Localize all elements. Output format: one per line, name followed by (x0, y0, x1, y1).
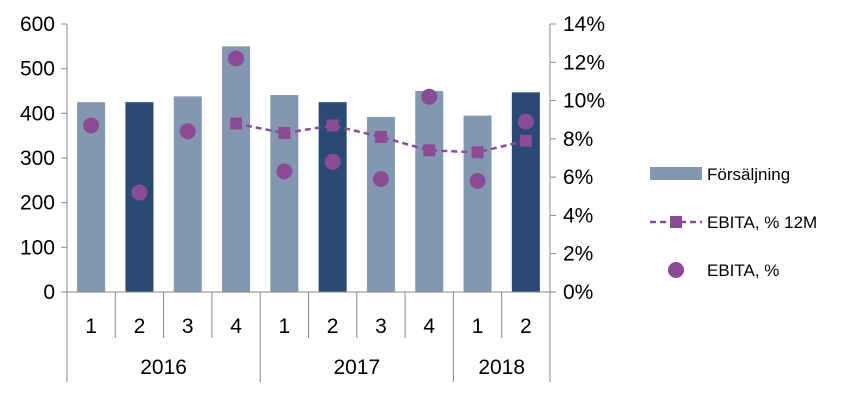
bar-7 (366, 116, 395, 292)
category-label: 1 (472, 315, 484, 338)
ebita-dot-6 (324, 153, 341, 170)
right-tick-label: 6% (563, 166, 593, 189)
legend-label-ebita-12m: EBITA, % 12M (707, 213, 817, 232)
ebita-dot-9 (469, 172, 486, 189)
ebita-12m-marker (471, 146, 484, 159)
year-label: 2017 (333, 356, 380, 379)
axes-layer: 0 100 200 300 400 500 600 0% 2% 4% 6% 8% 10% 12% 14% 1 2… (20, 13, 605, 382)
bar-6 (318, 102, 347, 293)
ebita-dot-10 (517, 113, 534, 130)
ebita-12m-marker (519, 134, 532, 147)
right-tick-label: 4% (563, 204, 593, 227)
bar-5 (270, 95, 299, 293)
ebita-dot-4 (228, 50, 245, 67)
ebita-12m-marker (423, 144, 436, 157)
left-tick-label: 300 (20, 147, 55, 170)
ebita-dot-2 (131, 184, 148, 201)
left-tick-label: 500 (20, 58, 55, 81)
category-label: 1 (85, 315, 97, 338)
category-label: 4 (423, 315, 435, 338)
ebita-dot-7 (372, 171, 389, 188)
right-tick-label: 2% (563, 243, 593, 266)
bar-1 (77, 102, 106, 293)
ebita-dot-8 (421, 88, 438, 105)
category-label: 2 (520, 315, 532, 338)
right-tick-label: 8% (563, 128, 593, 151)
category-label: 3 (375, 315, 387, 338)
dot-layer (83, 50, 534, 201)
category-label: 4 (230, 315, 242, 338)
line-layer (230, 117, 532, 159)
category-label: 2 (327, 315, 339, 338)
bar-8 (415, 91, 444, 292)
legend-swatch-dot (668, 262, 684, 278)
left-tick-label: 0 (43, 281, 55, 304)
bar-9 (463, 115, 492, 292)
right-tick-label: 10% (563, 90, 605, 113)
ebita-dot-1 (83, 117, 100, 134)
right-tick-label: 0% (563, 281, 593, 304)
legend-swatch-square (670, 216, 682, 228)
ebita-12m-marker (326, 119, 339, 132)
year-label: 2016 (140, 356, 187, 379)
category-label: 2 (134, 315, 146, 338)
ebita-12m-marker (230, 117, 243, 130)
left-tick-label: 600 (20, 13, 55, 36)
category-label: 1 (279, 315, 291, 338)
bar-layer (77, 46, 540, 293)
legend-label-sales: Försäljning (707, 165, 790, 184)
bar-4 (222, 46, 251, 293)
year-label: 2018 (478, 356, 525, 379)
category-label: 3 (182, 315, 194, 338)
left-tick-label: 200 (20, 192, 55, 215)
right-tick-label: 14% (563, 13, 605, 36)
legend-label-ebita: EBITA, % (707, 261, 779, 280)
ebita-12m-marker (278, 127, 291, 140)
ebita-dot-5 (276, 163, 293, 180)
ebita-dot-3 (179, 123, 196, 140)
ebita-12m-marker (374, 130, 387, 143)
right-tick-label: 12% (563, 51, 605, 74)
legend: Försäljning EBITA, % 12M EBITA, % (650, 165, 817, 280)
legend-swatch-bar (650, 167, 702, 180)
left-tick-label: 400 (20, 102, 55, 125)
left-tick-label: 100 (20, 236, 55, 259)
